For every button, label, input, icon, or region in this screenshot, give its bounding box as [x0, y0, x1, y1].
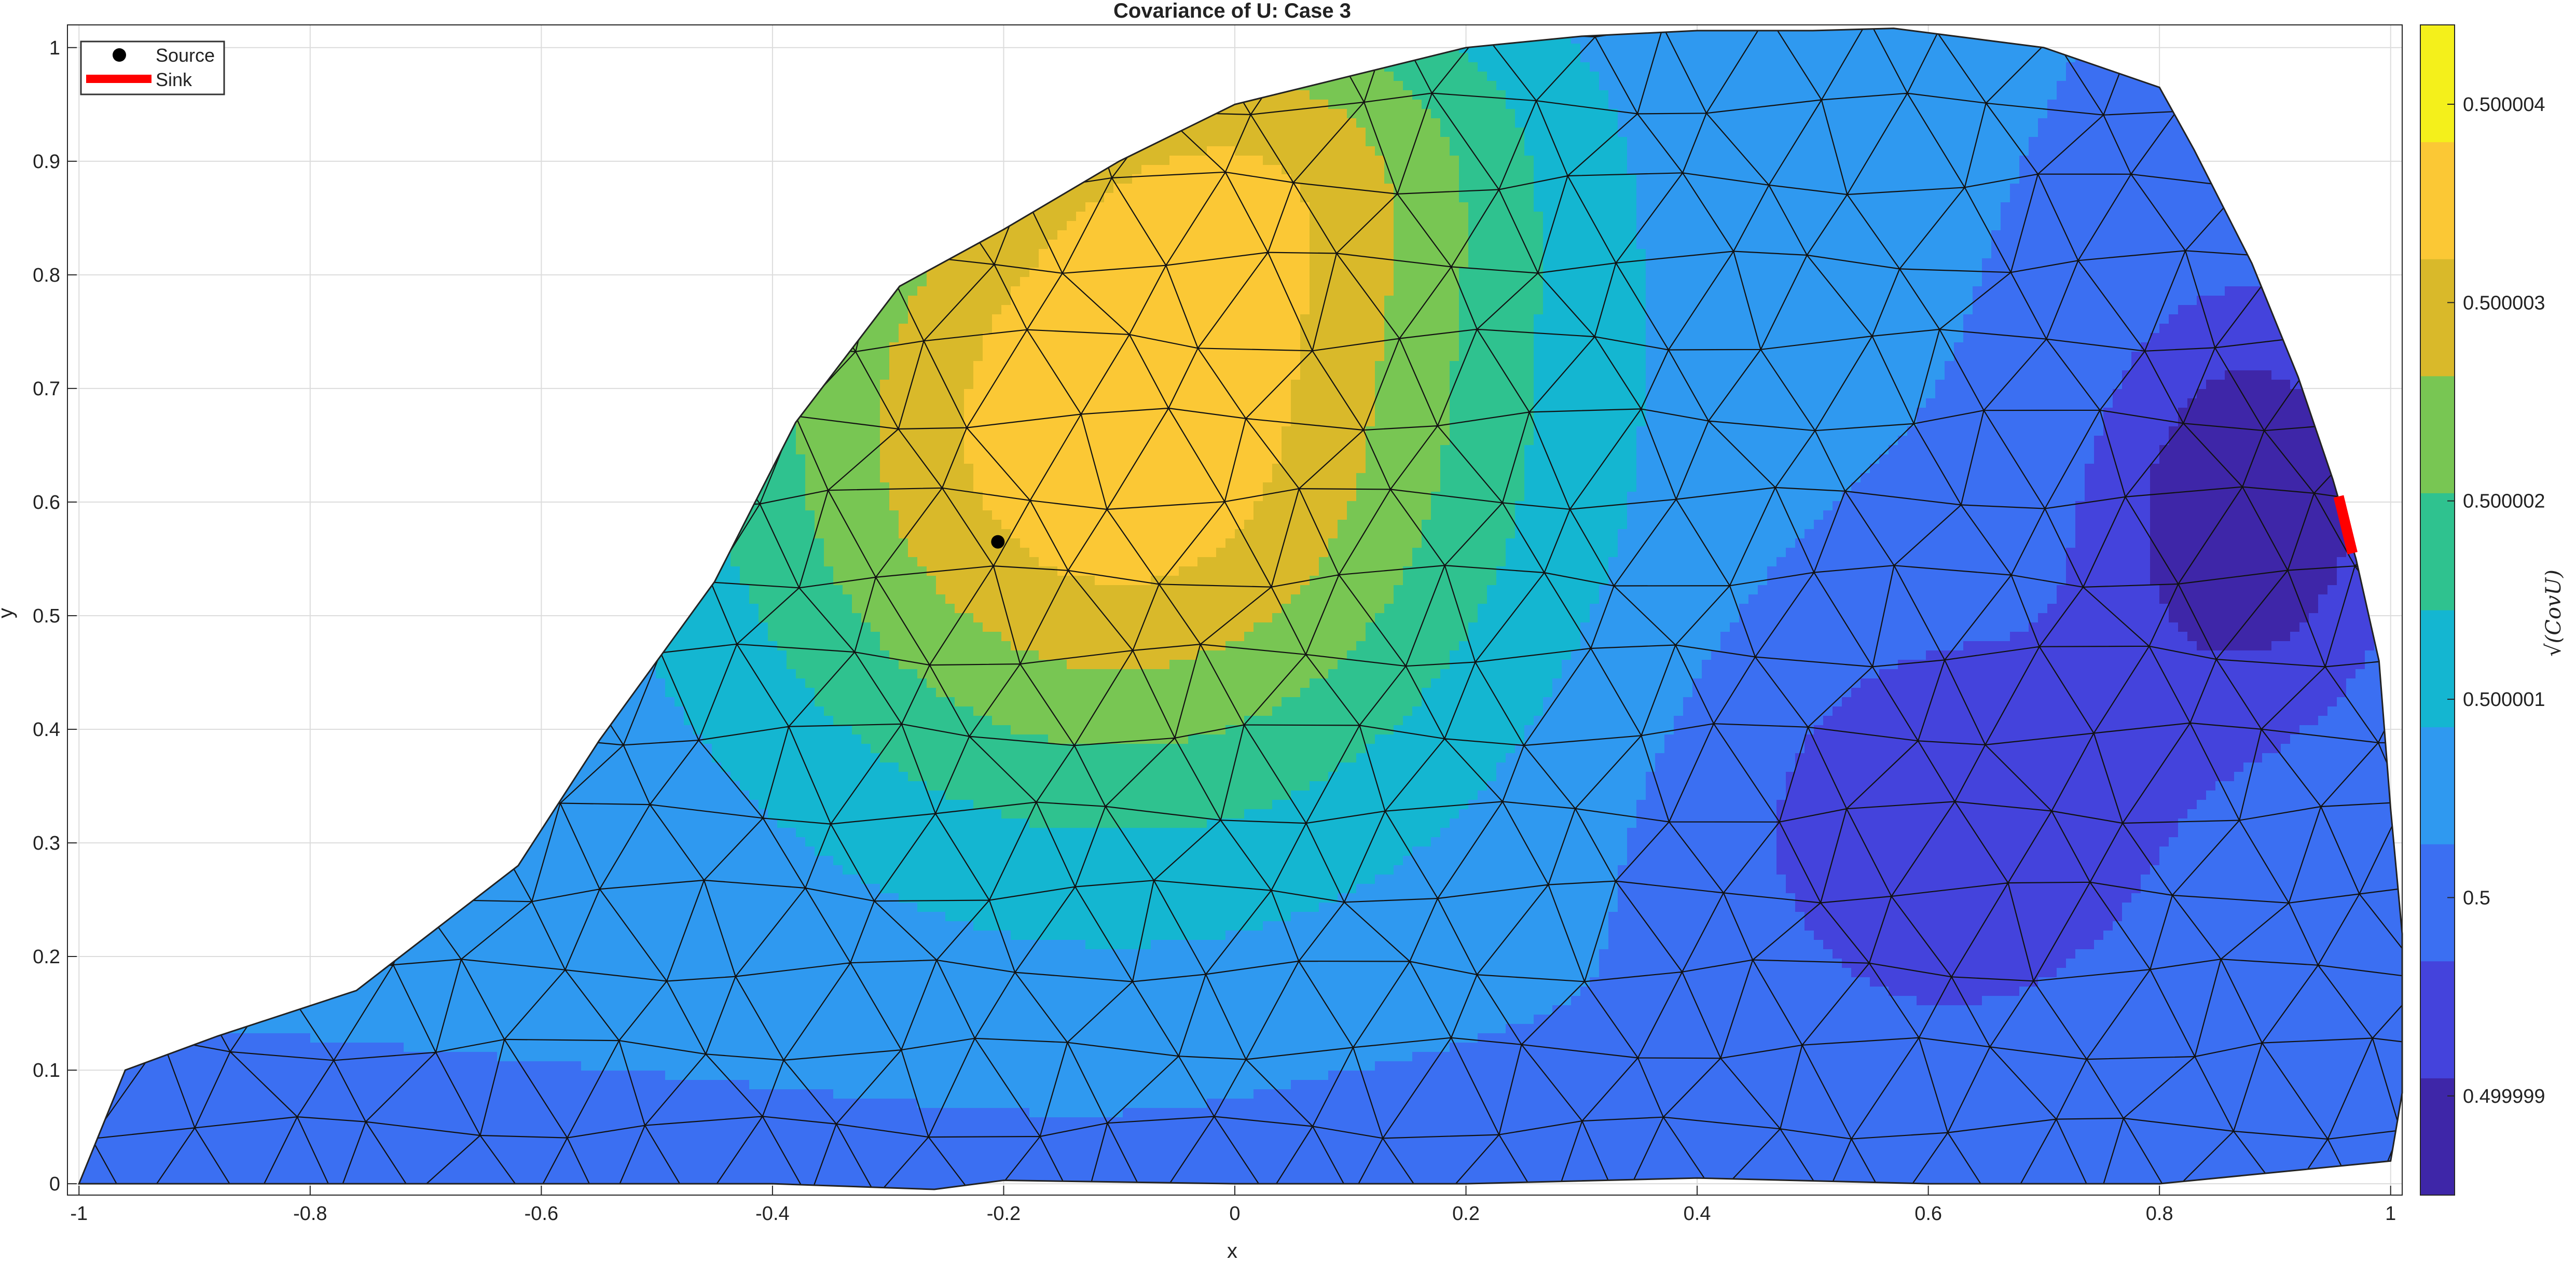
y-tick-label: 0.7	[33, 378, 60, 400]
mesh-edges	[79, 28, 2403, 1189]
y-tick-label: 0.2	[33, 946, 60, 968]
colorbar-tick-label: 0.499999	[2463, 1086, 2545, 1107]
colorbar-band	[2420, 961, 2455, 1078]
legend-source-label: Source	[156, 45, 215, 66]
x-tick-label: -1	[70, 1203, 88, 1225]
x-tick-label: 0.2	[1452, 1203, 1480, 1225]
colorbar-band	[2420, 844, 2455, 962]
y-tick-label: 0.6	[33, 492, 60, 514]
x-tick-label: -0.4	[755, 1203, 789, 1225]
legend: Source Sink	[80, 40, 225, 95]
x-tick-label: -0.6	[525, 1203, 558, 1225]
colorbar-label: √(CovU)	[2542, 570, 2566, 657]
x-axis-label: x	[1227, 1240, 1237, 1262]
y-tick-label: 0.5	[33, 605, 60, 627]
x-tick-label: 0.4	[1684, 1203, 1711, 1225]
y-tick-label: 0.4	[33, 719, 60, 741]
domain-boundary	[78, 27, 2403, 1190]
colorbar-ticks: 0.499999 0.5 0.500001 0.500002 0.500003 0.500…	[2447, 94, 2545, 1107]
colorbar-band	[2420, 25, 2455, 143]
colorbar-tick-label: 0.500001	[2463, 689, 2545, 711]
x-tick-label: 0.6	[1914, 1203, 1942, 1225]
y-axis-label: y	[0, 608, 17, 618]
source-marker	[991, 535, 1005, 549]
y-tick-label: 0.1	[33, 1060, 60, 1081]
y-axis-ticks: 0 0.1 0.2 0.3 0.4 0.5 0.6 0.7 0.8 0.9 1	[33, 37, 77, 1195]
x-tick-label: -0.8	[293, 1203, 327, 1225]
colorbar-band	[2420, 142, 2455, 259]
y-tick-label: 0.3	[33, 833, 60, 854]
x-tick-label: 0	[1229, 1203, 1240, 1225]
colorbar-tick-label: 0.5	[2463, 887, 2490, 909]
colorbar-tick-label: 0.500002	[2463, 491, 2545, 512]
triangular-mesh	[79, 28, 2403, 1189]
colorbar-tick-label: 0.500004	[2463, 94, 2545, 116]
colorbar-frame	[2420, 24, 2455, 1196]
colorbar-band	[2420, 493, 2455, 611]
sink-marker	[2333, 495, 2358, 554]
colorbar-band	[2420, 376, 2455, 493]
legend-source-swatch	[113, 48, 126, 62]
x-axis-ticks: -1 -0.8 -0.6 -0.4 -0.2 0 0.2 0.4 0.6 0.8 1	[70, 1186, 2396, 1225]
colorbar-tick-label: 0.500003	[2463, 292, 2545, 314]
colorbar-band	[2420, 727, 2455, 844]
colorbar-band	[2420, 1078, 2455, 1196]
y-tick-label: 0.9	[33, 151, 60, 173]
colorbar-band	[2420, 259, 2455, 377]
legend-sink-label: Sink	[156, 69, 192, 90]
colorbar-band	[2420, 610, 2455, 728]
x-tick-label: 1	[2385, 1203, 2396, 1225]
x-tick-label: -0.2	[987, 1203, 1021, 1225]
legend-box	[80, 40, 225, 95]
y-tick-label: 0	[49, 1173, 60, 1195]
colorbar	[2420, 24, 2455, 1196]
x-tick-label: 0.8	[2146, 1203, 2173, 1225]
y-tick-label: 1	[49, 37, 60, 59]
y-tick-label: 0.8	[33, 265, 60, 286]
chart-title: Covariance of U: Case 3	[1113, 0, 1351, 22]
